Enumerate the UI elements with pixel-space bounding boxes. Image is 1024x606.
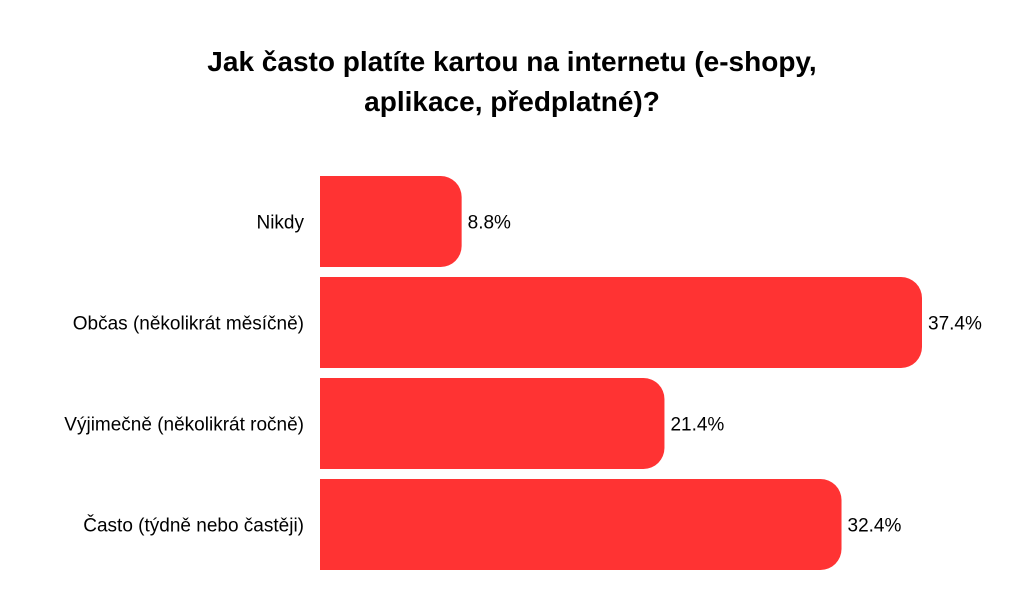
category-label-2: Výjimečně (několikrát ročně) [64, 415, 304, 436]
chart-title: Jak často platíte kartou na internetu (e… [112, 42, 912, 122]
bar-2 [320, 378, 665, 469]
value-label-0: 8.8% [468, 213, 511, 234]
category-label-3: Často (týdně nebo častěji) [83, 515, 304, 537]
chart-title-line-1: Jak často platíte kartou na internetu (e… [207, 46, 817, 77]
value-label-2: 21.4% [670, 415, 724, 436]
bar-1 [320, 277, 922, 368]
category-label-0: Nikdy [256, 213, 304, 234]
value-label-3: 32.4% [848, 516, 902, 537]
category-label-1: Občas (několikrát měsíčně) [73, 314, 304, 335]
value-label-1: 37.4% [928, 314, 982, 335]
bar-3 [320, 479, 842, 570]
chart-title-line-2: aplikace, předplatné)? [364, 86, 660, 117]
bar-0 [320, 176, 462, 267]
